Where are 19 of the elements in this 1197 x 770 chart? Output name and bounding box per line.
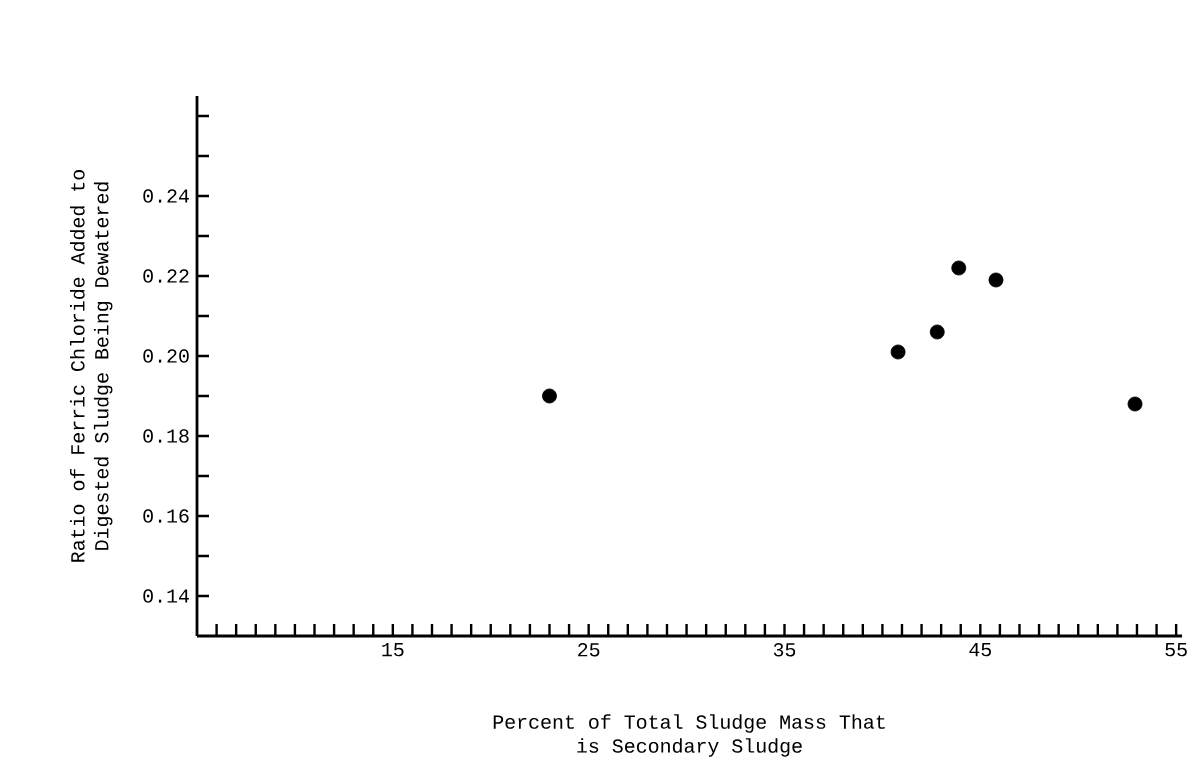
x-tick-label: 55 — [1165, 643, 1187, 657]
y-tick-label: 0.20 — [143, 349, 189, 363]
x-tick-label: 45 — [969, 643, 991, 657]
x-tick-label: 15 — [382, 643, 404, 657]
y-tick-label: 0.14 — [143, 589, 189, 603]
point — [951, 260, 967, 276]
point — [542, 388, 557, 404]
y-tick-label: 0.18 — [143, 429, 189, 443]
y-tick-label: 0.22 — [143, 269, 189, 283]
point — [1127, 396, 1143, 412]
x-tick-label: 35 — [773, 643, 796, 657]
y-tick-label: 0.24 — [143, 189, 189, 203]
x-tick-label: 25 — [578, 643, 600, 657]
y-tick-label: 0.16 — [143, 509, 189, 523]
y-axis-title: Ratio of Ferric Chloride Added to Digested Sludge Being Dewatered — [69, 170, 113, 562]
point — [988, 272, 1004, 288]
point — [929, 324, 945, 340]
point — [890, 344, 906, 360]
x-axis-title: Percent of Total Sludge Mass That is Secondary Sludge — [493, 714, 885, 757]
